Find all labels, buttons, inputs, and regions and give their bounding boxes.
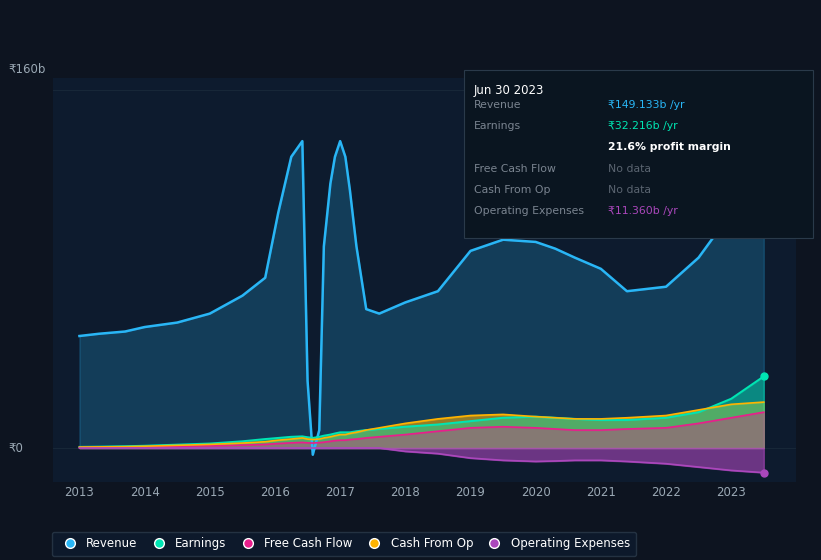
Text: Operating Expenses: Operating Expenses <box>474 206 584 216</box>
Legend: Revenue, Earnings, Free Cash Flow, Cash From Op, Operating Expenses: Revenue, Earnings, Free Cash Flow, Cash … <box>52 531 636 556</box>
Text: ₹160b: ₹160b <box>8 63 46 76</box>
Text: ₹149.133b /yr: ₹149.133b /yr <box>608 100 684 110</box>
Text: Jun 30 2023: Jun 30 2023 <box>474 84 544 97</box>
Text: 21.6% profit margin: 21.6% profit margin <box>608 142 731 152</box>
Text: Free Cash Flow: Free Cash Flow <box>474 164 556 174</box>
Text: ₹32.216b /yr: ₹32.216b /yr <box>608 121 677 131</box>
Text: Cash From Op: Cash From Op <box>474 185 550 195</box>
Text: No data: No data <box>608 164 650 174</box>
Text: Earnings: Earnings <box>474 121 521 131</box>
Text: ₹11.360b /yr: ₹11.360b /yr <box>608 206 677 216</box>
Text: ₹0: ₹0 <box>8 441 23 455</box>
Text: No data: No data <box>608 185 650 195</box>
Text: Revenue: Revenue <box>474 100 521 110</box>
